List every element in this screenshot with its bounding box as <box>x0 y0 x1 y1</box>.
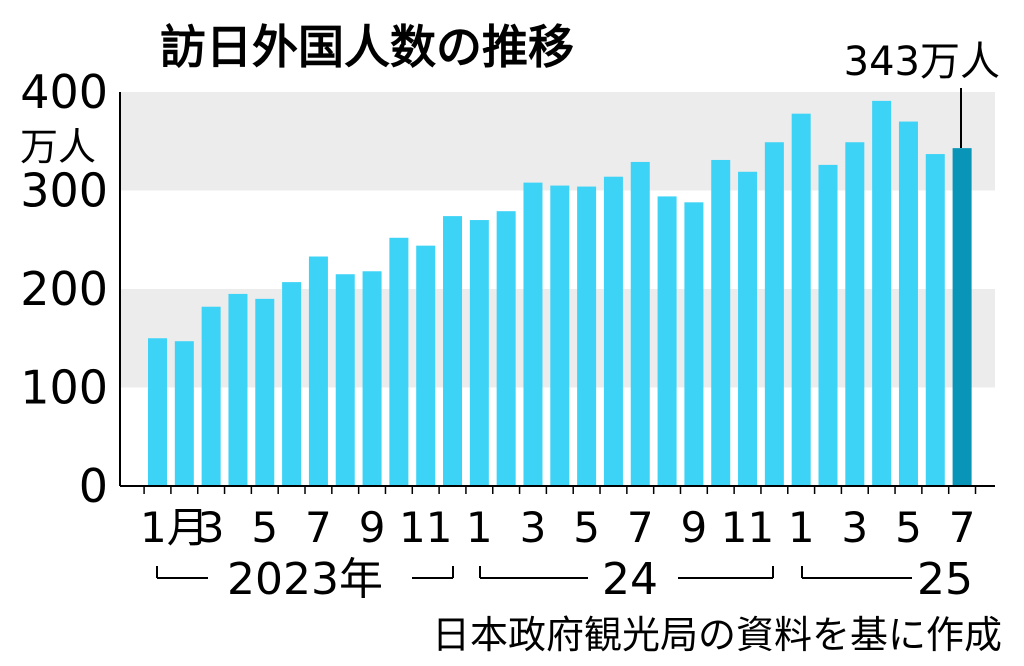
x-axis-ticks: 1月3 5 7 9 11 1 3 5 7 9 11 1 3 5 7 <box>140 503 975 552</box>
y-tick-label: 0 <box>79 459 108 513</box>
year-label: 2023年 <box>227 554 383 605</box>
bar-3 <box>201 306 221 486</box>
bar-1 <box>148 338 167 486</box>
bar-4 <box>228 293 248 486</box>
x-tick-label: 1 <box>788 503 815 552</box>
y-tick-label: 400 <box>20 65 108 119</box>
x-tick-label: 3 <box>841 503 868 552</box>
bar-22 <box>711 159 731 486</box>
bar-29 <box>898 121 918 487</box>
x-tick-label: 11 <box>399 503 452 552</box>
bars <box>148 100 972 487</box>
chart-title: 訪日外国人数の推移 <box>160 20 574 74</box>
x-tick-label: 3 <box>520 503 547 552</box>
bar-30 <box>925 154 945 486</box>
x-tick-label: 1月 <box>140 503 209 552</box>
x-tick-label: 3 <box>198 503 225 552</box>
bar-10 <box>389 237 409 486</box>
bar-27 <box>845 142 865 487</box>
annotation-label: 343万人 <box>844 39 1000 85</box>
y-tick-label: 100 <box>20 361 108 415</box>
bar-7 <box>308 256 328 486</box>
year-label: 25 <box>917 554 973 605</box>
bar-12 <box>443 216 463 487</box>
bar-24 <box>764 142 784 487</box>
x-tick-label: 11 <box>721 503 774 552</box>
bar-5 <box>255 298 275 486</box>
bar-6 <box>282 282 302 486</box>
year-label: 24 <box>602 554 658 605</box>
year-groups: 2023年 24 25 <box>156 554 973 605</box>
bar-8 <box>335 274 355 486</box>
bar-17 <box>577 186 597 486</box>
bar-19 <box>630 161 650 486</box>
x-tick-label: 7 <box>305 503 332 552</box>
bar-2 <box>174 341 194 486</box>
y-tick-label: 200 <box>20 262 108 316</box>
bar-23 <box>738 171 758 487</box>
bar-26 <box>818 164 838 486</box>
bar-28 <box>872 100 892 487</box>
bar-11 <box>416 245 436 486</box>
x-tick-label: 7 <box>949 503 976 552</box>
bar-16 <box>550 185 570 486</box>
x-tick-label: 1 <box>466 503 493 552</box>
x-tick-label: 5 <box>251 503 278 552</box>
bar-31 <box>952 148 972 486</box>
x-tick-label: 9 <box>359 503 386 552</box>
x-tick-label: 5 <box>573 503 600 552</box>
axes <box>119 92 995 494</box>
y-axis-ticks: 0 100 200 300 400 <box>20 65 108 513</box>
bar-25 <box>791 113 811 487</box>
y-tick-label: 300 <box>20 164 108 218</box>
x-tick-label: 5 <box>895 503 922 552</box>
bar-14 <box>496 211 516 486</box>
bar-20 <box>657 196 677 486</box>
bar-15 <box>523 182 543 486</box>
source-note: 日本政府観光局の資料を基に作成 <box>432 613 1002 657</box>
bar-9 <box>362 271 382 486</box>
bar-13 <box>469 220 489 487</box>
y-axis-unit: 万人 <box>20 125 96 169</box>
bar-21 <box>684 202 704 486</box>
x-tick-label: 9 <box>681 503 708 552</box>
x-tick-label: 7 <box>627 503 654 552</box>
bar-18 <box>603 176 623 486</box>
